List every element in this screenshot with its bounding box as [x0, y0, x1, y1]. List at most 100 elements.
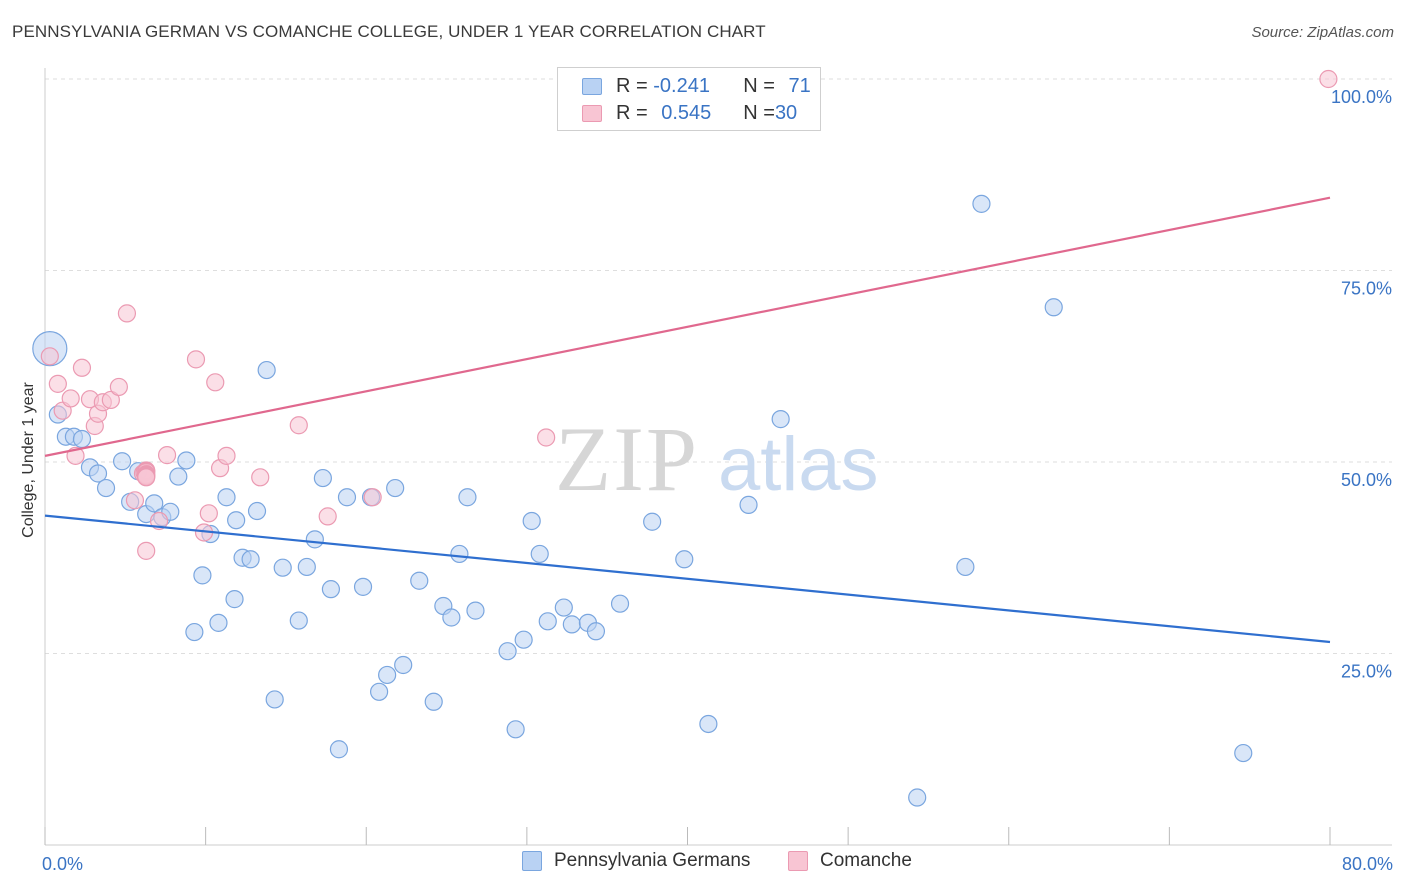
gridlines: [45, 78, 1392, 654]
pennsylvania-germans-point: [498, 642, 517, 661]
pennsylvania-germans-point: [329, 740, 349, 759]
legend-r-label: R =: [616, 74, 648, 97]
trend-line-pennsylvania-germans: [44, 514, 1331, 644]
pennsylvania-germans-point: [289, 611, 308, 630]
pennsylvania-germans-point: [297, 557, 316, 577]
pennsylvania-germans-point: [554, 598, 573, 617]
series-comanche: [40, 69, 1338, 560]
legend-swatch-blue: [522, 851, 542, 871]
pennsylvania-germans-point: [321, 580, 341, 599]
x-tick-label: 0.0%: [42, 854, 83, 874]
pennsylvania-germans-point: [378, 665, 397, 685]
trend-lines: [44, 196, 1331, 644]
legend-r-value: -0.241: [653, 74, 710, 97]
comanche-point: [72, 358, 92, 377]
pennsylvania-germans-point: [209, 613, 228, 632]
pennsylvania-germans-point: [972, 194, 991, 213]
stats-legend: R = -0.241 N = 71 R = 0.545 N = 30: [557, 67, 821, 131]
pennsylvania-germans-point: [353, 577, 373, 596]
pennsylvania-germans-point: [313, 468, 332, 488]
watermark-zip: ZIP: [555, 408, 699, 510]
pennsylvania-germans-point: [1234, 743, 1253, 763]
pennsylvania-germans-point: [586, 622, 606, 641]
comanche-point: [206, 373, 225, 392]
pennsylvania-germans-point: [424, 692, 443, 711]
pennsylvania-germans-point: [699, 714, 718, 734]
comanche-point: [137, 468, 156, 487]
pennsylvania-germans-point: [169, 467, 188, 486]
pennsylvania-germans-point: [458, 488, 477, 507]
source-credit: Source: ZipAtlas.com: [1251, 24, 1394, 41]
comanche-point: [289, 416, 308, 435]
trend-line-comanche: [44, 196, 1331, 457]
comanche-point: [109, 377, 128, 397]
watermark: ZIP atlas: [555, 408, 879, 510]
pennsylvania-germans-point: [442, 608, 461, 627]
legend-r-label: R =: [616, 101, 648, 124]
pennsylvania-germans-point: [450, 544, 469, 564]
x-tick-label: 80.0%: [1342, 854, 1393, 874]
pennsylvania-germans-point: [908, 788, 927, 807]
legend-n-label: N =: [743, 101, 775, 124]
comanche-point: [48, 374, 67, 393]
comanche-point: [157, 446, 177, 465]
legend-n-value: 30: [774, 101, 798, 124]
pennsylvania-germans-point: [265, 690, 284, 709]
pennsylvania-germans-point: [386, 478, 405, 498]
pennsylvania-germans-point: [771, 410, 790, 429]
comanche-point: [61, 389, 80, 408]
pennsylvania-germans-point: [225, 590, 244, 609]
watermark-atlas: atlas: [718, 422, 879, 507]
pennsylvania-germans-point: [506, 720, 525, 739]
y-tick-label: 50.0%: [1341, 470, 1392, 490]
pennsylvania-germans-point: [562, 615, 581, 634]
comanche-point: [149, 511, 169, 531]
pennsylvania-germans-point: [217, 488, 236, 507]
pennsylvania-germans-point: [394, 655, 413, 675]
comanche-point: [217, 446, 236, 465]
axes: [44, 68, 1392, 846]
y-tick-label: 25.0%: [1341, 662, 1392, 682]
comanche-point: [537, 428, 556, 447]
series-legend: Pennsylvania Germans Comanche: [0, 850, 1406, 878]
comanche-point: [199, 504, 218, 523]
pennsylvania-germans-point: [257, 360, 276, 380]
pennsylvania-germans-point: [247, 501, 267, 521]
tick-labels: 25.0% 50.0% 75.0% 100.0% 0.0% 80.0%: [42, 87, 1393, 874]
legend-swatch-pink: [582, 104, 602, 122]
y-tick-label: 100.0%: [1331, 87, 1392, 107]
pennsylvania-germans-point: [193, 566, 212, 585]
pennsylvania-germans-point: [72, 429, 92, 449]
pennsylvania-germans-point: [538, 612, 557, 631]
legend-item-comanche: Comanche: [788, 850, 912, 872]
pennsylvania-germans-point: [739, 495, 758, 514]
legend-r-value: 0.545: [661, 101, 712, 124]
pennsylvania-germans-point: [241, 550, 260, 569]
chart-title: PENNSYLVANIA GERMAN VS COMANCHE COLLEGE,…: [12, 22, 766, 41]
pennsylvania-germans-point: [177, 451, 196, 470]
stats-legend-row-blue: R = -0.241 N = 71: [582, 73, 811, 99]
pennsylvania-germans-point: [185, 622, 204, 642]
legend-label: Comanche: [820, 850, 912, 871]
pennsylvania-germans-point: [370, 682, 389, 701]
pennsylvania-germans-point: [514, 630, 533, 649]
pennsylvania-germans-point: [112, 452, 132, 471]
pennsylvania-germans-point: [337, 488, 357, 507]
comanche-point: [40, 347, 59, 366]
pennsylvania-germans-point: [956, 557, 975, 577]
pennsylvania-germans-point: [610, 594, 630, 613]
legend-n-value: 71: [788, 74, 811, 97]
comanche-point: [117, 304, 137, 323]
comanche-point: [363, 488, 382, 507]
comanche-point: [1319, 69, 1338, 89]
pennsylvania-germans-point: [96, 478, 116, 498]
pennsylvania-germans-point: [410, 571, 429, 590]
pennsylvania-germans-point: [1044, 298, 1063, 317]
comanche-point: [101, 390, 120, 410]
y-tick-label: 75.0%: [1341, 279, 1392, 299]
comanche-point: [137, 541, 156, 560]
stats-legend-row-pink: R = 0.545 N = 30: [582, 100, 797, 126]
pennsylvania-germans-point: [530, 544, 549, 564]
y-axis-label: College, Under 1 year: [20, 382, 37, 538]
legend-swatch-blue: [582, 77, 602, 95]
